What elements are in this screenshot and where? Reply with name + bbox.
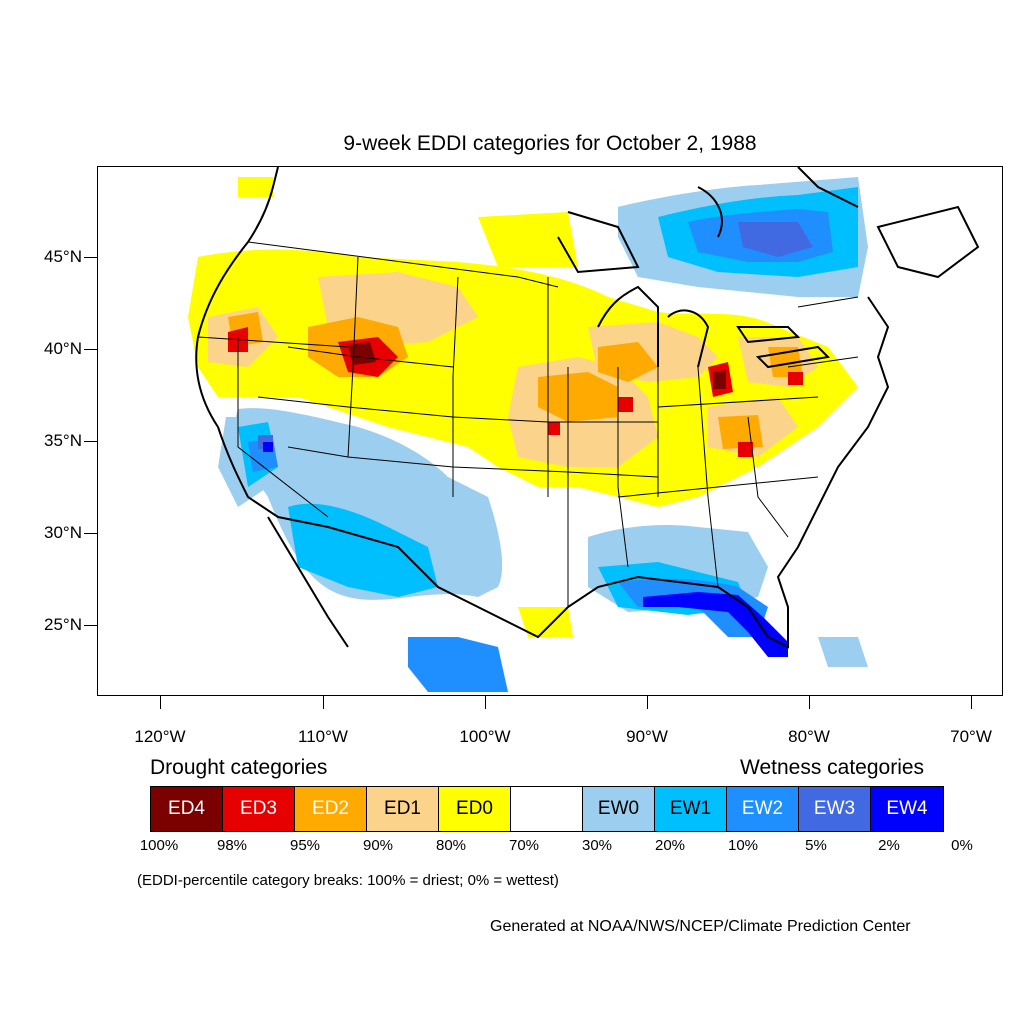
ed4-region — [348, 342, 726, 389]
category-note: (EDDI-percentile category breaks: 100% =… — [137, 872, 559, 889]
legend-swatch-ew0: EW0 — [583, 787, 655, 831]
legend-break-label: 70% — [508, 837, 540, 854]
legend-break-label: 100% — [139, 837, 179, 854]
lon-tick — [809, 696, 810, 709]
map-title: 9-week EDDI categories for October 2, 19… — [343, 132, 757, 155]
lon-tick — [971, 696, 972, 709]
state-borders — [197, 241, 859, 607]
lat-label-25: 25°N — [44, 615, 82, 634]
wetness-heading: Wetness categories — [740, 756, 925, 779]
lon-label-100: 100°W — [459, 727, 511, 746]
credit-text: Generated at NOAA/NWS/NCEP/Climate Predi… — [490, 918, 911, 935]
legend-break-label: 20% — [654, 837, 686, 854]
legend-color-bar: ED4 ED3 ED2 ED1 ED0 EW0 EW1 EW2 EW3 EW4 — [150, 786, 944, 832]
lon-tick — [323, 696, 324, 709]
map-panel — [97, 166, 1003, 696]
eddi-map — [188, 167, 980, 692]
lat-tick — [84, 625, 97, 626]
legend-swatch-ed3: ED3 — [223, 787, 295, 831]
lat-tick — [84, 533, 97, 534]
legend-swatch-ed4: ED4 — [151, 787, 223, 831]
lon-label-120: 120°W — [134, 727, 186, 746]
lon-label-90: 90°W — [626, 727, 668, 746]
legend-swatch-ew4: EW4 — [871, 787, 943, 831]
lat-tick — [84, 349, 97, 350]
lat-tick — [84, 441, 97, 442]
lat-tick — [84, 257, 97, 258]
lon-tick — [160, 696, 161, 709]
lat-label-40: 40°N — [44, 339, 82, 358]
drought-heading: Drought categories — [150, 756, 328, 779]
legend-swatch-ew1: EW1 — [655, 787, 727, 831]
lon-tick — [647, 696, 648, 709]
lat-label-30: 30°N — [44, 523, 82, 542]
legend-break-label: 90% — [362, 837, 394, 854]
legend-swatch-neutral — [511, 787, 583, 831]
lon-label-70: 70°W — [950, 727, 992, 746]
legend-break-label: 10% — [727, 837, 759, 854]
legend-break-label: 30% — [581, 837, 613, 854]
legend-break-label: 98% — [216, 837, 248, 854]
coastline — [195, 167, 980, 649]
lon-label-110: 110°W — [298, 727, 348, 746]
legend-break-label: 5% — [805, 837, 827, 854]
legend-break-label: 0% — [951, 837, 973, 854]
legend-swatch-ew2: EW2 — [727, 787, 799, 831]
legend-swatch-ed2: ED2 — [295, 787, 367, 831]
ew4-region — [263, 442, 788, 657]
legend-swatch-ed1: ED1 — [367, 787, 439, 831]
lon-label-80: 80°W — [788, 727, 830, 746]
lon-tick — [485, 696, 486, 709]
legend-break-label: 2% — [878, 837, 900, 854]
legend-break-label: 80% — [435, 837, 467, 854]
legend-swatch-ed0: ED0 — [439, 787, 511, 831]
legend-swatch-ew3: EW3 — [799, 787, 871, 831]
legend-break-label: 95% — [289, 837, 321, 854]
lat-label-45: 45°N — [44, 247, 82, 266]
lat-label-35: 35°N — [44, 431, 82, 450]
